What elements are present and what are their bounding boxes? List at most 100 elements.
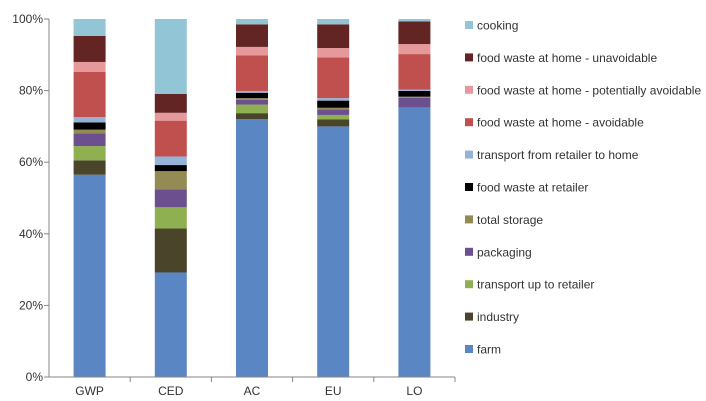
bar-segment-food-waste-at-home-unavoidable (73, 35, 106, 62)
x-tick-label: EU (325, 384, 342, 398)
bars (73, 19, 431, 378)
bar-segment-food-waste-at-retailer (398, 90, 431, 97)
bar-segment-farm (236, 119, 268, 378)
bar-ac (236, 19, 268, 378)
bar-segment-food-waste-at-home-unavoidable (398, 21, 431, 45)
bar-segment-transport-up-to-retailer (236, 104, 268, 114)
bar-segment-cooking (317, 19, 350, 25)
legend-label: food waste at home - potentially avoidab… (477, 83, 701, 97)
legend-swatch (465, 85, 473, 94)
bar-segment-transport-up-to-retailer (154, 207, 187, 229)
bar-segment-food-waste-at-home-avoidable (236, 55, 268, 91)
legend-label: food waste at home - avoidable (477, 116, 644, 130)
legend-label: food waste at retailer (477, 181, 588, 195)
legend-swatch (465, 345, 473, 353)
bar-segment-transport-up-to-retailer (73, 146, 106, 161)
legend-item-packaging: packaging (465, 245, 532, 259)
legend-label: cooking (477, 19, 518, 33)
y-tick-label: 0% (26, 370, 44, 384)
bar-segment-cooking (154, 19, 187, 94)
legend-swatch (465, 53, 473, 62)
legend-label: packaging (477, 245, 532, 259)
legend-swatch (465, 280, 473, 289)
bar-segment-food-waste-at-home-potentially-avoidable (154, 112, 187, 121)
legend-item-food-waste-at-home-potentially-avoidable: food waste at home - potentially avoidab… (465, 83, 701, 97)
bar-segment-farm (317, 126, 350, 378)
legend-swatch (465, 183, 473, 191)
legend-swatch (465, 118, 473, 127)
x-tick-label: GWP (75, 384, 104, 398)
legend-item-total-storage: total storage (465, 213, 543, 227)
bar-segment-cooking (398, 19, 431, 22)
bar-segment-industry (317, 119, 350, 127)
bar-segment-transport-from-retailer-to-home (398, 89, 431, 91)
bar-segment-total-storage (154, 171, 187, 190)
bar-segment-packaging (398, 97, 431, 108)
bar-segment-industry (236, 113, 268, 120)
bar-segment-cooking (73, 19, 106, 36)
bar-segment-food-waste-at-retailer (73, 122, 106, 130)
y-tick-label: 100% (12, 12, 43, 26)
bar-segment-packaging (236, 99, 268, 105)
legend-swatch (465, 215, 473, 224)
bar-segment-food-waste-at-home-avoidable (154, 120, 187, 157)
bar-segment-total-storage (398, 96, 431, 98)
legend: cooking food waste at home - unavoidable f… (465, 19, 701, 357)
bar-segment-cooking (236, 19, 268, 25)
bar-segment-transport-from-retailer-to-home (236, 90, 268, 93)
bar-segment-food-waste-at-home-unavoidable (317, 24, 350, 48)
bar-segment-packaging (154, 189, 187, 208)
bar-segment-food-waste-at-home-unavoidable (236, 24, 268, 47)
bar-segment-packaging (317, 109, 350, 115)
bar-segment-food-waste-at-home-potentially-avoidable (317, 47, 350, 58)
bar-segment-food-waste-at-retailer (154, 165, 187, 172)
legend-item-food-waste-at-home-avoidable: food waste at home - avoidable (465, 116, 644, 130)
legend-item-farm: farm (465, 343, 501, 357)
y-axis: 0% 20% 40% 60% 80% 100% (12, 12, 50, 384)
x-tick-label: LO (406, 384, 422, 398)
bar-segment-food-waste-at-home-avoidable (73, 71, 106, 118)
legend-label: food waste at home - unavoidable (477, 51, 657, 65)
legend-label: industry (477, 310, 519, 324)
y-tick-label: 60% (19, 155, 43, 169)
bar-segment-industry (154, 228, 187, 273)
legend-swatch (465, 312, 473, 321)
legend-item-industry: industry (465, 310, 519, 324)
x-tick-label: CED (158, 384, 184, 398)
legend-item-transport-up-to-retailer: transport up to retailer (465, 278, 594, 292)
legend-item-cooking: cooking (465, 19, 518, 33)
bar-gwp (73, 19, 106, 377)
x-axis: GWP CED AC EU LO (49, 376, 456, 398)
bar-segment-total-storage (317, 107, 350, 110)
legend-label: farm (477, 343, 501, 357)
bar-segment-food-waste-at-home-potentially-avoidable (236, 46, 268, 56)
bar-segment-food-waste-at-retailer (236, 92, 268, 99)
y-tick-label: 20% (19, 298, 43, 312)
bar-ced (154, 19, 187, 377)
legend-swatch (465, 21, 473, 29)
x-tick-label: AC (244, 384, 261, 398)
bar-segment-transport-from-retailer-to-home (317, 98, 350, 101)
bar-segment-food-waste-at-home-potentially-avoidable (73, 61, 106, 72)
bar-segment-food-waste-at-home-avoidable (317, 57, 350, 99)
bar-segment-farm (154, 272, 187, 377)
bar-segment-transport-up-to-retailer (317, 114, 350, 120)
bar-segment-transport-from-retailer-to-home (73, 117, 106, 123)
bar-eu (317, 19, 350, 378)
bar-segment-transport-from-retailer-to-home (154, 156, 187, 166)
legend-label: total storage (477, 213, 543, 227)
legend-item-transport-from-retailer-to-home: transport from retailer to home (465, 148, 639, 162)
y-tick-label: 80% (19, 84, 43, 98)
bar-segment-packaging (73, 133, 106, 147)
bar-segment-food-waste-at-home-avoidable (398, 54, 431, 90)
bar-segment-food-waste-at-home-potentially-avoidable (398, 44, 431, 55)
y-tick-label: 40% (19, 227, 43, 241)
legend-label: transport up to retailer (477, 278, 594, 292)
legend-item-food-waste-at-retailer: food waste at retailer (465, 181, 588, 195)
legend-label: transport from retailer to home (477, 148, 639, 162)
legend-swatch (465, 247, 473, 256)
legend-swatch (465, 150, 473, 159)
bar-segment-farm (73, 174, 106, 377)
